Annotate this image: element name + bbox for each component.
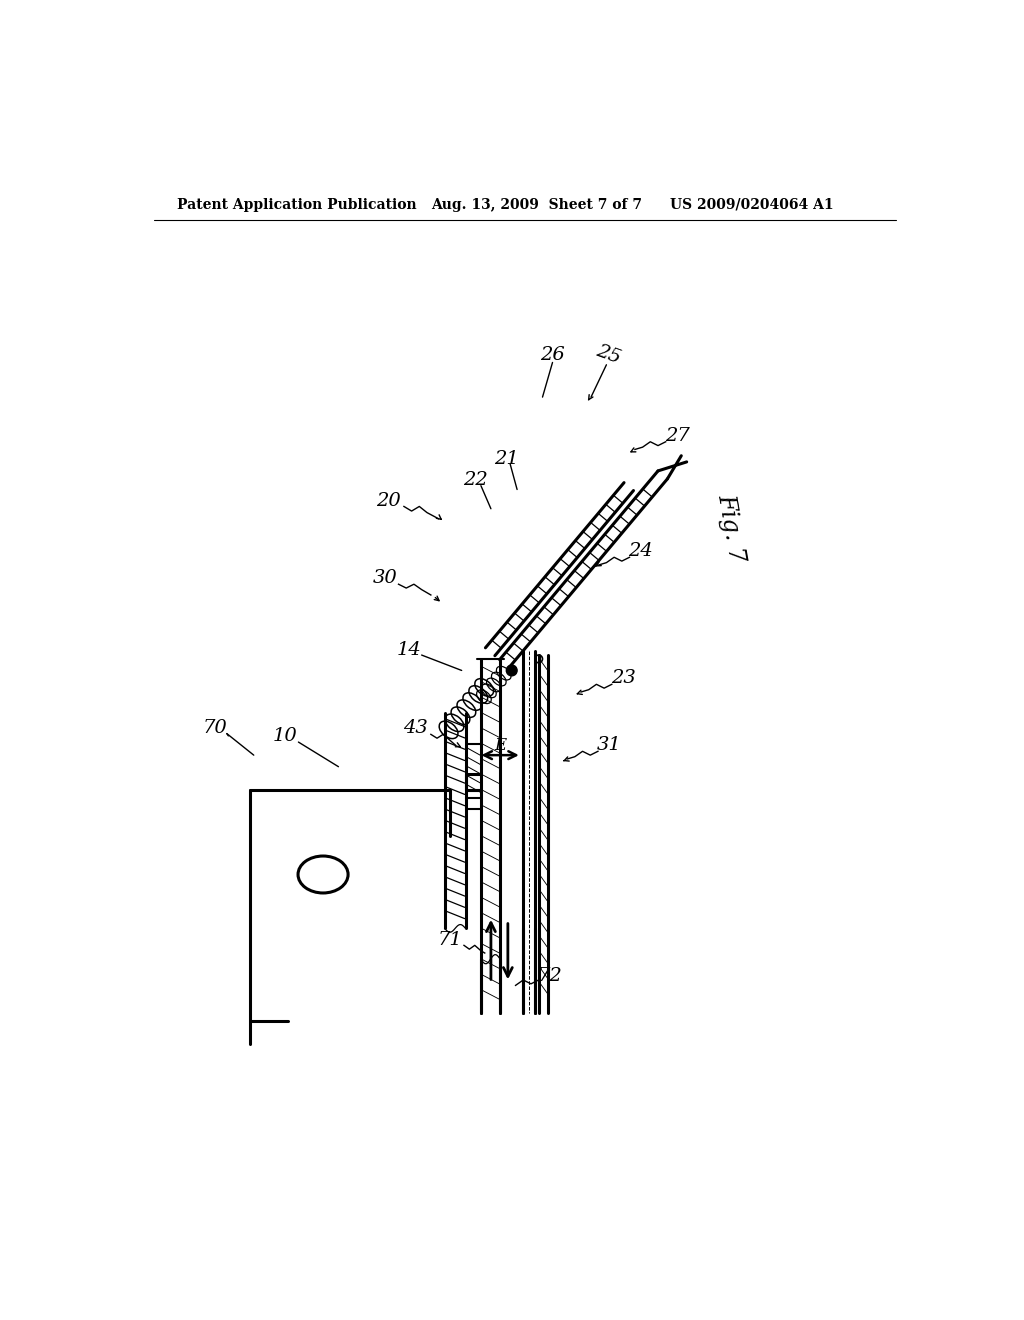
Text: 20: 20 (376, 492, 400, 510)
Text: Aug. 13, 2009  Sheet 7 of 7: Aug. 13, 2009 Sheet 7 of 7 (431, 198, 642, 211)
Text: Fig. 7: Fig. 7 (714, 492, 749, 564)
Text: 31: 31 (597, 737, 622, 754)
Text: 71: 71 (437, 931, 463, 949)
Text: 23: 23 (611, 669, 636, 688)
Text: US 2009/0204064 A1: US 2009/0204064 A1 (670, 198, 834, 211)
Text: 25: 25 (593, 342, 623, 367)
Text: Patent Application Publication: Patent Application Publication (177, 198, 417, 211)
Text: 30: 30 (373, 569, 397, 587)
Text: 72: 72 (538, 968, 562, 985)
Text: 22: 22 (463, 471, 487, 490)
Text: 24: 24 (628, 543, 652, 560)
Text: E: E (495, 737, 506, 754)
Text: 21: 21 (494, 450, 519, 467)
Text: 43: 43 (403, 719, 428, 737)
Text: 26: 26 (540, 346, 565, 364)
Text: 10: 10 (272, 727, 297, 744)
Circle shape (506, 665, 517, 676)
Text: 14: 14 (397, 640, 422, 659)
Text: 27: 27 (665, 426, 689, 445)
Text: 70: 70 (203, 719, 227, 737)
